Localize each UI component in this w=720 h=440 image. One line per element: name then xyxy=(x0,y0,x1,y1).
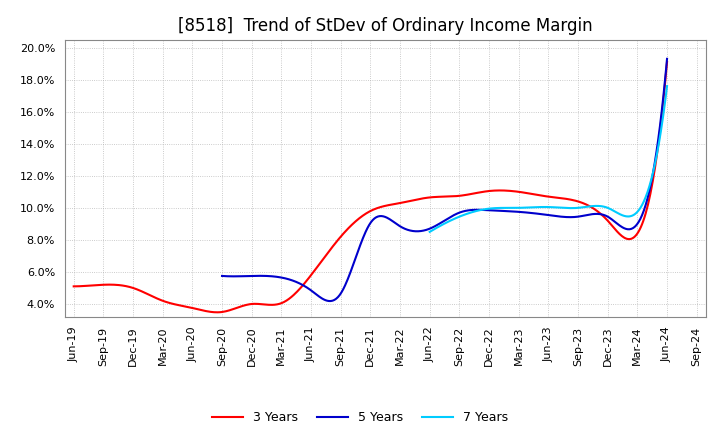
3 Years xyxy=(392,201,400,206)
7 Years xyxy=(662,84,671,89)
7 Years xyxy=(426,229,434,235)
Line: 5 Years: 5 Years xyxy=(222,59,667,301)
7 Years xyxy=(538,204,546,209)
5 Years xyxy=(430,224,438,229)
3 Years xyxy=(69,284,78,289)
3 Years xyxy=(356,215,364,220)
Line: 3 Years: 3 Years xyxy=(73,62,667,312)
5 Years xyxy=(217,273,226,279)
7 Years xyxy=(620,213,629,219)
3 Years xyxy=(352,218,361,223)
5 Years xyxy=(662,56,671,62)
Legend: 3 Years, 5 Years, 7 Years: 3 Years, 5 Years, 7 Years xyxy=(207,407,513,429)
7 Years xyxy=(539,204,548,209)
7 Years xyxy=(657,126,666,131)
5 Years xyxy=(433,223,441,228)
5 Years xyxy=(483,208,492,213)
3 Years xyxy=(557,195,565,201)
7 Years xyxy=(567,205,575,211)
3 Years xyxy=(662,59,671,65)
Line: 7 Years: 7 Years xyxy=(430,86,667,232)
7 Years xyxy=(554,205,562,210)
3 Years xyxy=(649,172,658,177)
Title: [8518]  Trend of StDev of Ordinary Income Margin: [8518] Trend of StDev of Ordinary Income… xyxy=(178,17,593,35)
5 Years xyxy=(653,144,662,149)
3 Years xyxy=(213,310,222,315)
5 Years xyxy=(583,212,592,217)
5 Years xyxy=(459,209,468,214)
3 Years xyxy=(423,195,432,200)
5 Years xyxy=(325,298,334,304)
